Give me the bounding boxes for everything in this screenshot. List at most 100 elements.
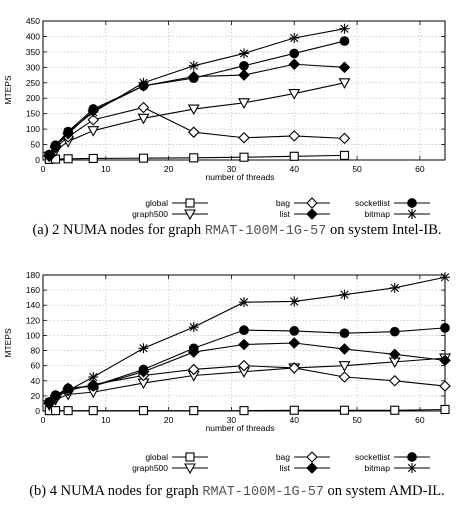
data-point bbox=[88, 107, 99, 118]
data-point bbox=[238, 131, 250, 144]
data-point bbox=[289, 405, 299, 415]
caption-a-prefix: (a) 2 NUMA nodes for graph bbox=[32, 222, 205, 238]
x-tick-label: 30 bbox=[227, 164, 237, 174]
legend-entry-bag: bag bbox=[276, 197, 330, 209]
y-tick-label: 120 bbox=[26, 315, 40, 325]
data-point bbox=[239, 60, 249, 71]
legend-label: bag bbox=[276, 452, 290, 462]
data-point bbox=[339, 23, 350, 34]
data-point bbox=[289, 326, 300, 336]
series-bitmap bbox=[44, 23, 350, 161]
legend-label: socketlist bbox=[355, 452, 391, 462]
caption-b-prefix: (b) 4 NUMA nodes for graph bbox=[29, 483, 203, 499]
series-bitmap bbox=[44, 272, 450, 407]
data-point bbox=[339, 328, 350, 339]
series-line bbox=[48, 276, 446, 403]
x-tick-label: 30 bbox=[227, 415, 237, 425]
data-point bbox=[339, 405, 350, 415]
data-point bbox=[63, 385, 74, 396]
legend-marker bbox=[185, 452, 195, 462]
legend-marker bbox=[306, 197, 318, 209]
data-point bbox=[88, 381, 99, 391]
y-tick-label: 160 bbox=[26, 285, 40, 295]
y-tick-label: 0 bbox=[35, 155, 40, 165]
data-point bbox=[338, 361, 351, 372]
caption-a: (a) 2 NUMA nodes for graph RMAT-100M-1G-… bbox=[6, 222, 468, 239]
legend-label: list bbox=[280, 463, 291, 473]
data-point bbox=[288, 337, 301, 349]
legend-label: socketlist bbox=[355, 198, 391, 208]
x-tick-label: 40 bbox=[290, 164, 300, 174]
legend-marker bbox=[184, 463, 196, 475]
data-point bbox=[439, 380, 451, 392]
y-tick-label: 40 bbox=[31, 376, 41, 386]
series-line bbox=[48, 40, 345, 155]
data-point bbox=[188, 343, 199, 354]
legend-entry-graph500: graph500 bbox=[132, 209, 208, 221]
data-point bbox=[289, 296, 300, 307]
data-point bbox=[288, 362, 301, 374]
data-point bbox=[239, 325, 249, 336]
data-point bbox=[388, 374, 401, 387]
caption-b-graph: RMAT-100M-1G-57 bbox=[202, 485, 324, 500]
legend-marker bbox=[306, 208, 318, 220]
data-point bbox=[50, 141, 61, 152]
legend-label: bitmap bbox=[364, 463, 390, 473]
data-point bbox=[389, 326, 400, 337]
data-point bbox=[288, 89, 301, 100]
x-tick-label: 20 bbox=[164, 415, 174, 425]
y-tick-label: 140 bbox=[26, 300, 40, 310]
chart-panel-a: 0 50 100 150 200 250 300 350 400 450 0 10 20 30 40 50 60… bbox=[3, 16, 446, 221]
legend-marker bbox=[407, 209, 417, 219]
data-point bbox=[288, 58, 301, 71]
data-point bbox=[138, 77, 149, 88]
y-tick-label: 150 bbox=[26, 109, 40, 119]
data-point bbox=[339, 36, 350, 46]
data-point bbox=[339, 150, 350, 160]
data-point bbox=[188, 73, 199, 83]
y-tick-label: 250 bbox=[26, 78, 40, 88]
series-global bbox=[44, 404, 450, 416]
data-point bbox=[63, 406, 73, 416]
series-list bbox=[43, 337, 451, 410]
data-point bbox=[439, 354, 451, 367]
data-point bbox=[288, 130, 301, 142]
legend-marker bbox=[407, 463, 417, 473]
data-point bbox=[63, 154, 73, 164]
data-point bbox=[137, 113, 150, 125]
data-point bbox=[239, 152, 249, 162]
series-bag bbox=[43, 359, 451, 410]
data-point bbox=[239, 48, 249, 59]
legend-marker bbox=[185, 198, 195, 208]
x-tick-label: 0 bbox=[41, 415, 46, 425]
x-tick-label: 40 bbox=[290, 415, 300, 425]
legend-entry-bitmap: bitmap bbox=[364, 209, 430, 219]
legend-label: graph500 bbox=[132, 463, 168, 473]
data-point bbox=[63, 127, 74, 138]
data-point bbox=[88, 153, 98, 164]
data-point bbox=[239, 297, 249, 308]
data-point bbox=[440, 404, 450, 415]
data-point bbox=[440, 272, 450, 283]
data-point bbox=[188, 322, 199, 333]
legend-label: graph500 bbox=[132, 209, 168, 219]
data-point bbox=[51, 406, 61, 416]
series-line bbox=[48, 342, 446, 404]
legend-entry-socketlist: socketlist bbox=[355, 198, 430, 208]
data-point bbox=[87, 126, 100, 137]
legend-entry-list: list bbox=[280, 462, 330, 474]
data-point bbox=[388, 348, 401, 361]
x-axis-label: number of threads bbox=[206, 423, 275, 433]
data-point bbox=[138, 343, 149, 354]
data-point bbox=[187, 363, 200, 376]
y-tick-label: 180 bbox=[26, 270, 40, 280]
y-tick-label: 100 bbox=[26, 330, 40, 340]
data-point bbox=[238, 98, 250, 109]
y-tick-label: 60 bbox=[31, 361, 41, 371]
x-tick-label: 60 bbox=[415, 164, 425, 174]
y-tick-label: 50 bbox=[31, 140, 41, 150]
data-point bbox=[338, 61, 351, 74]
data-point bbox=[44, 150, 55, 161]
legend-label: global bbox=[145, 198, 168, 208]
